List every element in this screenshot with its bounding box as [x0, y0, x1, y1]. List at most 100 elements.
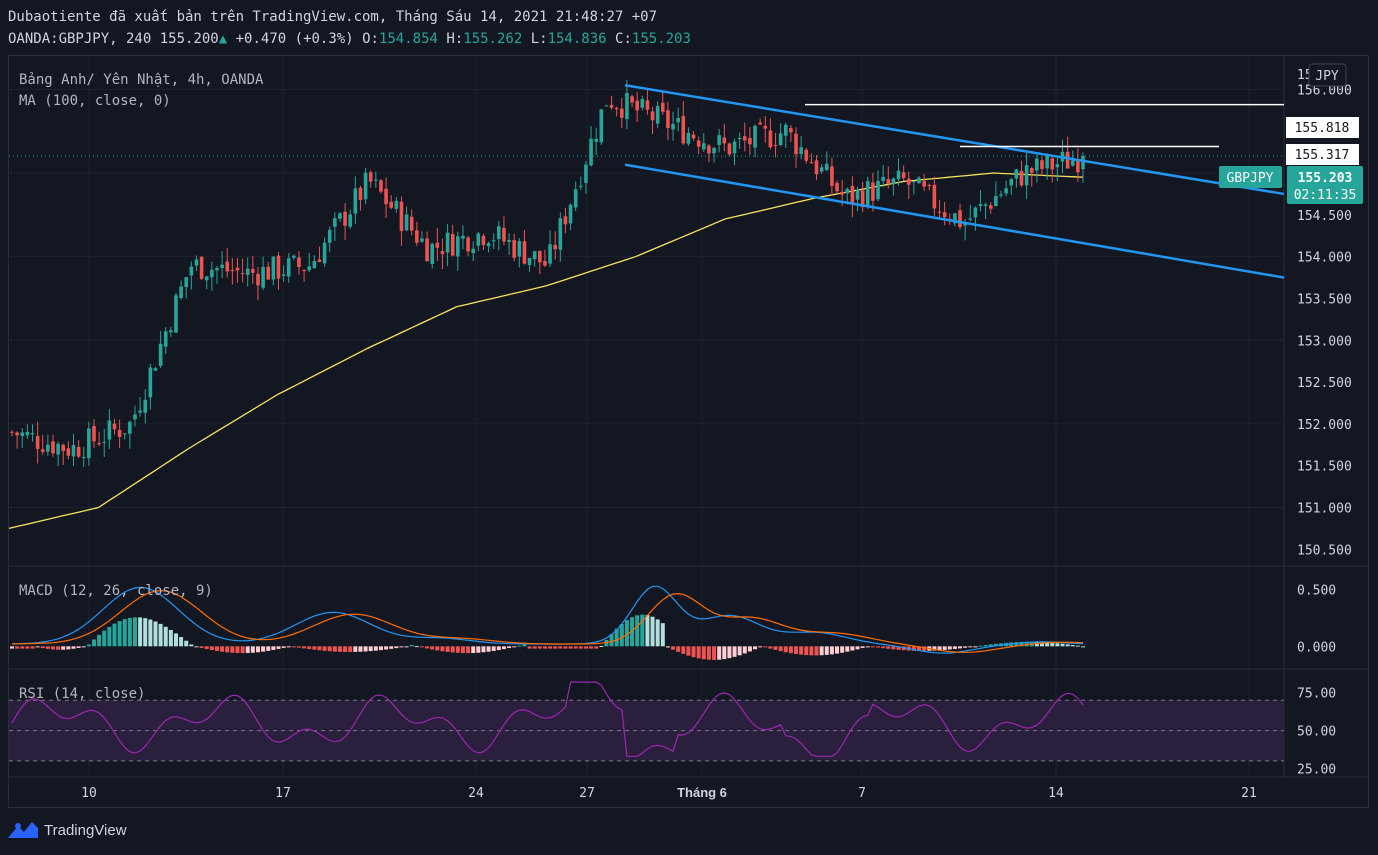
candle-body-160 [830, 166, 834, 186]
macd-hist-131 [681, 646, 686, 654]
macd-hist-145 [753, 646, 758, 650]
macd-hist-133 [691, 646, 696, 658]
macd-hist-161 [835, 646, 840, 654]
candle-body-65 [343, 211, 347, 226]
macd-hist-196 [1014, 642, 1019, 647]
macd-hist-128 [665, 646, 670, 648]
candle-body-99 [517, 240, 522, 257]
candle-body-51 [271, 256, 276, 280]
high-label: H: [446, 31, 464, 47]
macd-hist-143 [742, 646, 747, 654]
candle-body-92 [481, 235, 486, 246]
candle-body-72 [379, 180, 383, 192]
macd-hist-38 [204, 646, 209, 650]
candle-body-18 [102, 441, 107, 443]
ticker-tag [1219, 166, 1282, 188]
macd-hist-75 [394, 646, 399, 649]
candle-body-42 [225, 261, 230, 272]
candle-body-80 [420, 238, 424, 242]
macd-hist-19 [107, 626, 112, 647]
ma-indicator-label: MA (100, close, 0) [19, 93, 171, 109]
price-tick-0: 150.500 [1297, 543, 1352, 558]
macd-hist-42 [225, 646, 230, 653]
candle-body-168 [871, 182, 875, 201]
macd-hist-99 [517, 645, 522, 647]
macd-hist-9 [56, 646, 61, 650]
macd-hist-48 [255, 646, 260, 653]
candle-body-1 [15, 432, 19, 436]
candle-body-185 [958, 210, 962, 228]
candle-body-26 [143, 399, 148, 413]
candle-body-14 [81, 457, 86, 459]
macd-hist-150 [778, 646, 783, 652]
level-tag-2 [1286, 144, 1359, 165]
candle-body-209 [1081, 156, 1085, 170]
candle-body-141 [732, 141, 737, 154]
macd-hist-132 [686, 646, 691, 656]
macd-hist-182 [942, 646, 947, 650]
candle-body-123 [640, 98, 645, 108]
macd-hist-209 [1081, 646, 1085, 648]
candle-body-75 [394, 200, 399, 209]
currency-badge[interactable] [1308, 63, 1347, 87]
macd-hist-77 [404, 646, 409, 648]
candle-body-186 [963, 222, 967, 226]
macd-hist-47 [250, 646, 255, 653]
candle-body-100 [522, 241, 527, 264]
candle-body-83 [435, 242, 440, 248]
macd-hist-51 [271, 646, 276, 650]
candle-body-0 [10, 431, 14, 433]
price-change-pct: (+0.3%) [294, 31, 354, 47]
macd-hist-7 [45, 646, 50, 649]
candle-body-181 [937, 211, 942, 213]
candle-body-98 [512, 240, 516, 258]
macd-hist-90 [471, 646, 476, 654]
macd-hist-40 [214, 646, 219, 651]
price-tick-1: 151.000 [1297, 501, 1352, 516]
candle-body-188 [973, 207, 978, 218]
candle-body-133 [691, 134, 696, 139]
macd-hist-58 [307, 646, 312, 650]
price-tick-7: 154.000 [1297, 251, 1352, 266]
brand-name: TradingView [44, 821, 127, 839]
price-channel [624, 84, 1285, 279]
candle-body-146 [758, 122, 762, 125]
macd-hist-26 [143, 618, 148, 647]
level-tag-1 [1286, 117, 1359, 138]
candle-body-41 [220, 264, 224, 268]
candle-body-5 [35, 435, 40, 449]
tradingview-brand[interactable]: TradingView [8, 820, 127, 840]
candle-body-47 [251, 268, 255, 273]
candle-body-164 [850, 185, 855, 203]
candle-body-63 [333, 218, 337, 227]
candle-body-96 [502, 227, 506, 242]
candle-body-45 [240, 273, 245, 275]
candle-body-155 [804, 149, 809, 161]
macd-hist-111 [578, 646, 583, 649]
price-change: +0.470 [235, 31, 287, 47]
macd-hist-121 [630, 617, 635, 647]
macd-hist-8 [50, 646, 55, 650]
macd-hist-192 [993, 643, 998, 647]
candle-body-202 [1045, 155, 1049, 169]
candle-body-15 [87, 428, 91, 459]
candle-body-69 [363, 172, 368, 200]
open-label: O: [362, 31, 379, 47]
candle-body-6 [40, 449, 45, 452]
macd-hist-84 [440, 646, 445, 652]
candle-body-24 [133, 414, 137, 420]
macd-hist-159 [824, 646, 829, 655]
candle-body-13 [76, 446, 81, 457]
rsi-band-fill [9, 700, 1284, 761]
candle-body-116 [604, 105, 609, 107]
macd-tick-0: 0.500 [1297, 584, 1336, 599]
candle-body-196 [1014, 169, 1019, 179]
macd-hist-98 [512, 646, 517, 648]
price-tag [1287, 166, 1363, 204]
macd-hist-186 [963, 646, 968, 648]
up-arrow-icon: ▲ [218, 31, 228, 47]
candle-body-95 [497, 226, 501, 240]
time-tick-0: 10 [81, 786, 97, 801]
candle-body-135 [701, 143, 706, 150]
